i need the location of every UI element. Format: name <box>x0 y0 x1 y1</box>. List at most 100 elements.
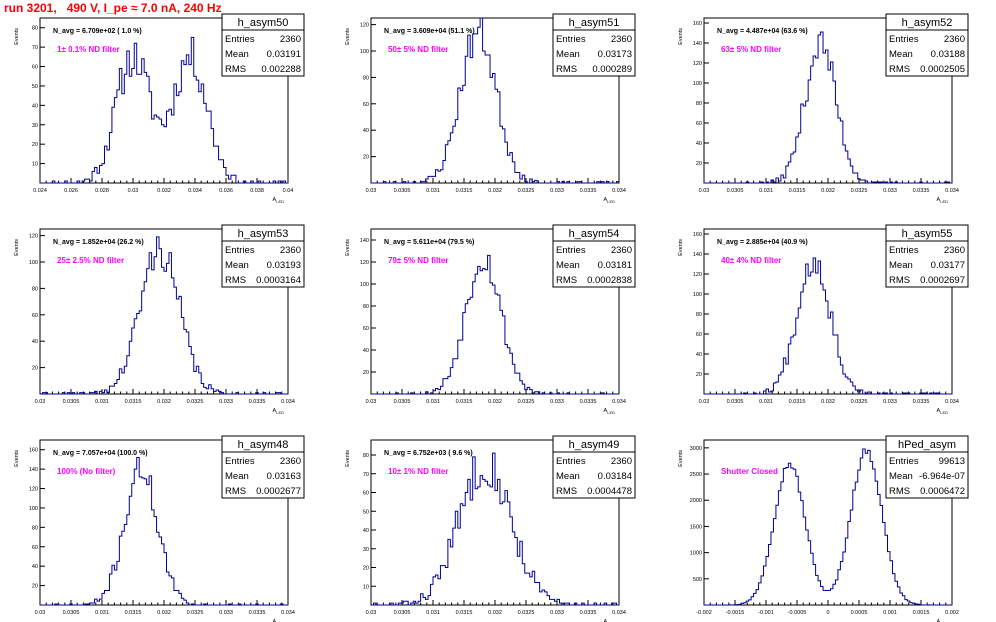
x-tick-label: 0.001 <box>883 610 897 616</box>
y-tick-label: 80 <box>32 525 38 531</box>
stats-box <box>221 13 305 77</box>
histogram-panel-h_asym51: 0.03 0.0305 0.031 0.0315 0.032 0.0325 0.033 0.0… <box>345 13 636 204</box>
histogram-name: hPed_asym <box>898 439 956 451</box>
y-axis-title: Events <box>678 28 684 45</box>
stats-label: Mean <box>556 260 580 271</box>
y-tick-label: 30 <box>363 547 369 553</box>
y-tick-label: 140 <box>29 467 38 473</box>
stats-label: Mean <box>225 49 249 60</box>
stats-label: RMS <box>556 275 577 286</box>
y-tick-label: 2500 <box>690 472 702 478</box>
stats-label: Entries <box>556 34 586 45</box>
y-tick-label: 160 <box>29 448 38 454</box>
y-tick-label: 20 <box>696 372 702 378</box>
x-tick-label: 0.0325 <box>518 399 535 405</box>
y-tick-label: 120 <box>693 272 702 278</box>
x-tick-label: 0.0315 <box>456 188 473 194</box>
filter-annotation: 40± 4% ND filter <box>721 256 781 265</box>
y-tick-label: 500 <box>693 577 702 583</box>
y-tick-label: 120 <box>360 260 369 266</box>
y-tick-label: 40 <box>32 564 38 570</box>
stats-value: 0.03173 <box>598 49 632 60</box>
histogram-series <box>40 236 288 395</box>
x-tick-label: 0.0325 <box>518 188 535 194</box>
stats-value: 0.03188 <box>931 49 965 60</box>
x-axis-title: ALED <box>273 197 285 204</box>
y-tick-label: 2000 <box>690 498 702 504</box>
stats-value: 0.03181 <box>598 260 632 271</box>
x-tick-label: 0.031 <box>426 188 440 194</box>
histogram-panel-h_asym50: 0.024 0.026 0.028 0.03 0.032 0.034 0.036 0.038 0… <box>14 13 305 204</box>
x-tick-label: 0.0335 <box>580 188 597 194</box>
stats-label: Entries <box>556 245 586 256</box>
stats-box <box>552 435 636 499</box>
stats-value: 0.0003164 <box>256 275 301 286</box>
x-tick-label: -0.0005 <box>788 610 807 616</box>
histogram-name: h_asym48 <box>238 439 289 451</box>
stats-box <box>221 435 305 499</box>
x-tick-label: 0.0305 <box>63 610 80 616</box>
y-tick-label: 80 <box>32 26 38 32</box>
x-tick-label: 0.0315 <box>789 399 806 405</box>
stats-value: 0.0002677 <box>256 486 301 497</box>
x-tick-label: 0.0005 <box>851 610 868 616</box>
x-tick-label: 0.033 <box>550 188 564 194</box>
histogram-series <box>704 31 952 184</box>
x-tick-label: 0.03 <box>699 188 710 194</box>
y-tick-label: 40 <box>363 528 369 534</box>
y-axis-title: Events <box>345 28 351 45</box>
x-axis-title-subscript: LED <box>276 199 284 204</box>
stats-label: Mean <box>225 471 249 482</box>
stats-value: 2360 <box>944 245 965 256</box>
x-tick-label: 0.0325 <box>187 610 204 616</box>
stats-label: RMS <box>556 486 577 497</box>
filter-annotation: 63± 5% ND filter <box>721 45 781 54</box>
histogram-name: h_asym50 <box>238 17 289 29</box>
stats-value: 0.0002505 <box>920 64 965 75</box>
filter-annotation: 1± 0.1% ND filter <box>57 45 120 54</box>
x-tick-label: 0.034 <box>945 399 959 405</box>
stats-label: Entries <box>225 245 255 256</box>
filter-annotation: 79± 5% ND filter <box>388 256 448 265</box>
x-tick-label: 0.034 <box>612 399 626 405</box>
y-tick-label: 60 <box>32 65 38 71</box>
stats-label: RMS <box>225 275 246 286</box>
x-tick-label: 0.0305 <box>394 610 411 616</box>
y-tick-label: 20 <box>363 566 369 572</box>
histogram-name: h_asym51 <box>569 17 620 29</box>
x-tick-label: 0.0335 <box>249 399 266 405</box>
stats-value: -6.964e-07 <box>919 471 965 482</box>
y-axis-title: Events <box>678 450 684 467</box>
x-tick-label: 0.038 <box>250 188 264 194</box>
x-axis-title: ALED <box>937 197 949 204</box>
x-axis-title-subscript: LED <box>607 199 615 204</box>
x-tick-label: 0.034 <box>612 610 626 616</box>
y-tick-label: 50 <box>32 84 38 90</box>
y-tick-label: 140 <box>693 41 702 47</box>
stats-label: Mean <box>556 49 580 60</box>
navg-label: N_avg = 5.611e+04 (79.5 %) <box>384 239 474 246</box>
y-tick-label: 80 <box>363 453 369 459</box>
x-tick-label: 0.034 <box>612 188 626 194</box>
y-tick-label: 60 <box>32 545 38 551</box>
x-tick-label: 0.0325 <box>187 399 204 405</box>
y-tick-label: 60 <box>696 332 702 338</box>
stats-value: 0.0002697 <box>920 275 965 286</box>
x-axis-title: ALED <box>604 408 616 415</box>
x-tick-label: 0.031 <box>759 399 773 405</box>
y-tick-label: 60 <box>363 491 369 497</box>
x-axis-title: ALED <box>937 408 949 415</box>
histogram-panel-h_asym53: 0.03 0.0305 0.031 0.0315 0.032 0.0325 0.033 0.0… <box>14 224 305 415</box>
stats-value: 2360 <box>280 245 301 256</box>
y-tick-label: 20 <box>363 370 369 376</box>
stats-label: RMS <box>889 486 910 497</box>
x-tick-label: 0.032 <box>157 610 171 616</box>
stats-value: 2360 <box>611 245 632 256</box>
histogram-panel-hPed_asym: -0.002 -0.0015 -0.001 -0.0005 0 0.0005 0.001 0.… <box>678 435 969 622</box>
x-tick-label: 0.0305 <box>727 399 744 405</box>
stats-value: 2360 <box>944 34 965 45</box>
y-tick-label: 70 <box>363 472 369 478</box>
y-tick-label: 100 <box>29 260 38 266</box>
x-tick-label: 0.0315 <box>456 399 473 405</box>
